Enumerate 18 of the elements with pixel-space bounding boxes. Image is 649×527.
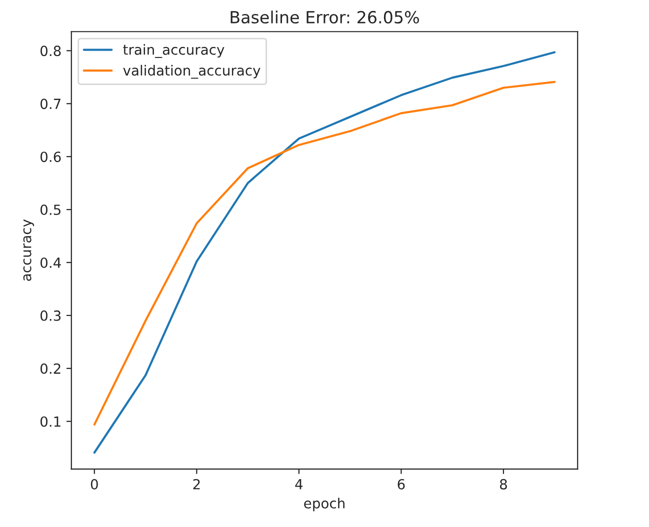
y-tick-label: 0.6 xyxy=(40,152,61,162)
x-tick-label: 6 xyxy=(398,478,405,490)
x-tick-label: 2 xyxy=(193,478,200,490)
x-tick-label: 8 xyxy=(500,478,507,490)
y-tick-label: 0.2 xyxy=(40,363,60,374)
y-tick-label: 0.7 xyxy=(40,98,60,110)
y-axis-title: accuracy xyxy=(23,219,34,281)
x-axis-title: epoch xyxy=(304,498,344,512)
chart-title: Baseline Error: 26.05% xyxy=(230,10,419,24)
x-tick-label: 0 xyxy=(90,478,98,490)
x-tick-label: 4 xyxy=(295,479,303,490)
y-tick-label: 0.3 xyxy=(40,310,61,321)
legend-label: validation_accuracy xyxy=(123,64,260,79)
legend-label: train_accuracy xyxy=(123,44,224,58)
y-tick-label: 0.4 xyxy=(40,257,61,268)
y-tick-label: 0.1 xyxy=(40,416,60,427)
y-tick-label: 0.5 xyxy=(40,204,60,216)
y-tick-label: 0.8 xyxy=(40,46,61,56)
